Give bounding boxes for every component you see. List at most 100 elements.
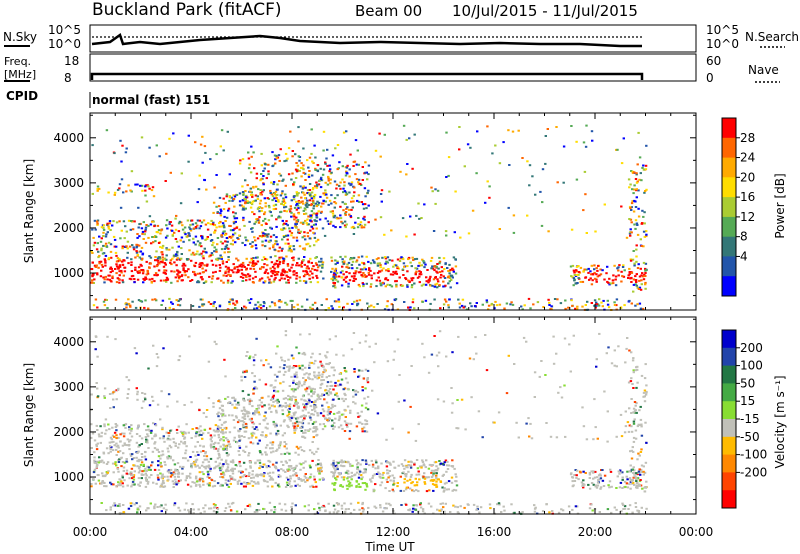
range-gate-cell	[206, 475, 209, 478]
range-gate-cell	[92, 471, 96, 474]
range-gate-cell	[293, 270, 296, 273]
range-gate-cell	[290, 215, 293, 218]
range-gate-cell	[274, 200, 278, 202]
range-gate-cell	[399, 489, 402, 492]
range-gate-cell	[351, 464, 354, 467]
range-gate-cell	[191, 305, 195, 307]
range-gate-cell	[220, 458, 223, 461]
range-gate-cell	[223, 510, 227, 512]
range-gate-cell	[293, 473, 297, 476]
range-gate-cell	[262, 463, 265, 466]
range-gate-cell	[96, 429, 99, 431]
range-gate-cell	[292, 474, 295, 477]
range-gate-cell	[636, 267, 640, 269]
range-gate-cell	[621, 502, 624, 505]
range-gate-cell	[228, 235, 231, 238]
range-gate-cell	[272, 244, 275, 247]
range-gate-cell	[635, 181, 639, 184]
range-gate-cell	[363, 482, 367, 484]
range-gate-cell	[151, 277, 154, 280]
range-gate-cell	[313, 244, 316, 247]
range-gate-cell	[376, 262, 379, 265]
range-gate-cell	[612, 274, 615, 277]
range-gate-cell	[335, 300, 338, 303]
range-gate-cell	[96, 306, 99, 309]
range-gate-cell	[418, 270, 421, 273]
range-gate-cell	[455, 484, 459, 487]
range-gate-cell	[183, 231, 186, 234]
range-gate-cell	[200, 429, 203, 432]
range-gate-cell	[463, 305, 467, 308]
range-gate-cell	[191, 503, 194, 506]
range-gate-cell	[358, 285, 361, 288]
range-gate-cell	[132, 478, 136, 481]
range-gate-cell	[238, 429, 241, 432]
range-gate-cell	[295, 417, 298, 420]
range-gate-cell	[164, 269, 168, 272]
range-gate-cell	[240, 471, 243, 474]
range-gate-cell	[621, 487, 624, 489]
range-gate-cell	[95, 448, 99, 451]
range-gate-cell	[336, 217, 339, 220]
range-gate-cell	[423, 464, 426, 467]
range-gate-cell	[142, 465, 145, 467]
range-gate-cell	[632, 210, 636, 213]
range-gate-cell	[312, 204, 316, 207]
range-gate-cell	[127, 219, 131, 222]
range-gate-cell	[91, 279, 94, 282]
range-gate-cell	[117, 461, 121, 463]
range-gate-cell	[159, 279, 163, 282]
range-gate-cell	[252, 151, 255, 154]
range-gate-cell	[627, 277, 630, 279]
range-gate-cell	[438, 262, 441, 265]
range-gate-cell	[130, 467, 134, 470]
range-gate-cell	[93, 241, 97, 244]
range-gate-cell	[314, 410, 317, 413]
range-gate-cell	[313, 236, 317, 239]
range-gate-cell	[156, 476, 160, 479]
range-gate-cell	[284, 205, 288, 208]
range-gate-cell	[199, 262, 202, 265]
range-gate-cell	[250, 202, 253, 204]
range-gate-cell	[598, 274, 601, 277]
range-gate-cell	[277, 154, 281, 157]
range-gate-cell	[323, 234, 327, 237]
range-gate-cell	[313, 478, 316, 481]
range-gate-cell	[597, 474, 601, 477]
range-gate-cell	[442, 303, 446, 306]
range-gate-cell	[436, 286, 439, 289]
range-gate-cell	[321, 477, 325, 480]
range-gate-cell	[421, 461, 425, 463]
range-gate-cell	[93, 459, 96, 462]
range-gate-cell	[192, 237, 195, 240]
range-gate-cell	[592, 483, 595, 486]
range-gate-cell	[417, 473, 421, 476]
range-gate-cell	[409, 460, 413, 463]
range-gate-cell	[286, 414, 289, 417]
range-gate-cell	[345, 471, 348, 474]
range-gate-cell	[343, 181, 346, 184]
range-gate-cell	[596, 484, 600, 487]
range-gate-cell	[152, 220, 155, 223]
freq-right-tick: 0	[706, 71, 714, 85]
range-gate-cell	[411, 301, 415, 304]
range-gate-cell	[112, 504, 115, 507]
range-gate-cell	[209, 239, 213, 242]
range-gate-cell	[143, 306, 146, 309]
range-gate-cell	[109, 448, 112, 451]
range-gate-cell	[322, 379, 325, 381]
range-gate-cell	[273, 508, 277, 511]
range-gate-cell	[265, 465, 268, 468]
range-gate-cell	[296, 219, 300, 222]
range-gate-cell	[244, 198, 247, 201]
range-gate-cell	[434, 276, 437, 278]
range-gate-cell	[114, 423, 117, 425]
range-gate-cell	[440, 266, 443, 269]
range-gate-cell	[258, 509, 261, 511]
range-gate-cell	[133, 470, 136, 473]
range-gate-cell	[287, 465, 291, 467]
range-gate-cell	[451, 465, 455, 468]
range-gate-cell	[584, 145, 588, 148]
range-gate-cell	[304, 460, 307, 463]
range-gate-cell	[301, 187, 305, 190]
